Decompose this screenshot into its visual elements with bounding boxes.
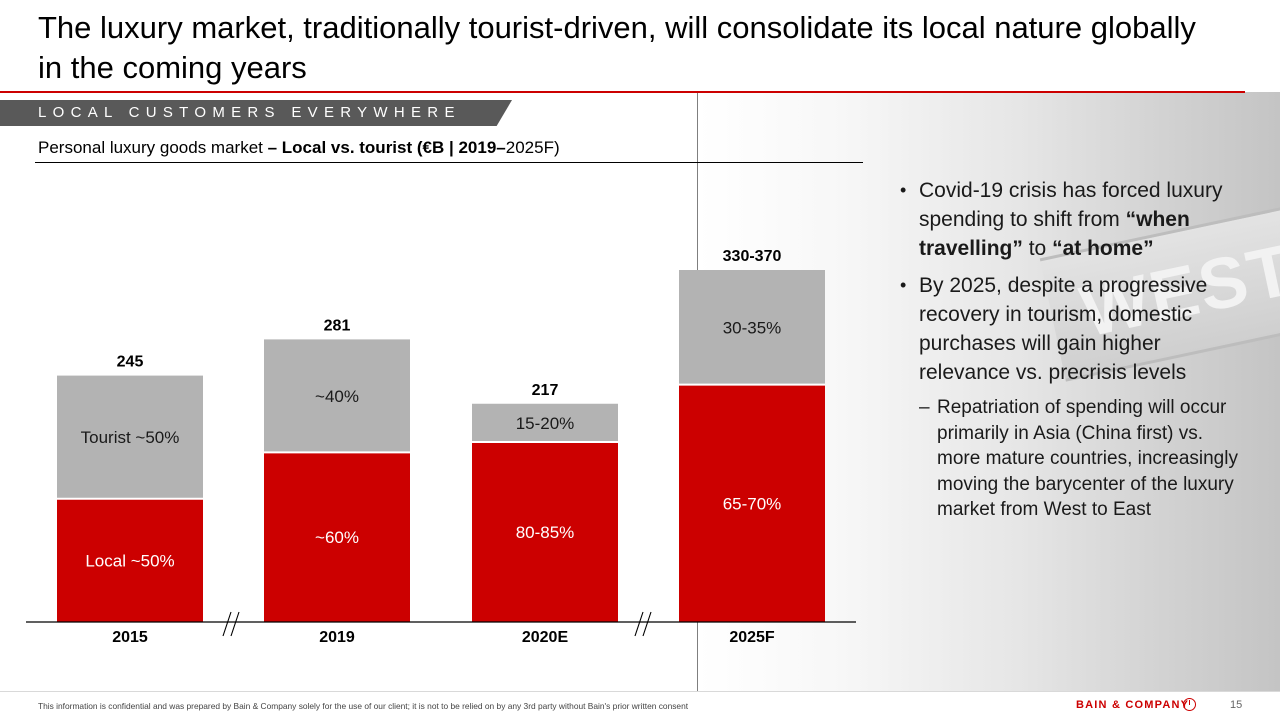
confidentiality-note: This information is confidential and was… (38, 701, 689, 711)
label-tourist-2025F: 30-35% (723, 318, 782, 337)
logo-power-icon (1183, 698, 1196, 711)
title-divider (0, 91, 1245, 93)
sub-bullet: – Repatriation of spending will occur pri… (900, 395, 1250, 523)
subtitle-part-3: 2025F) (505, 138, 560, 157)
subtitle-divider (35, 162, 863, 163)
section-tag-label: LOCAL CUSTOMERS EVERYWHERE (38, 104, 461, 121)
bar-tourist-2019 (264, 339, 410, 453)
bar-local-2025F (679, 384, 825, 622)
bar-local-2020E (472, 441, 618, 622)
axis-break-stroke (222, 611, 232, 637)
label-local-2025F: 65-70% (723, 494, 782, 513)
bullet-dot-icon: • (900, 275, 907, 295)
bar-tourist-2020E (472, 403, 618, 442)
category-label-2015: 2015 (112, 629, 148, 646)
label-total-2020E: 217 (532, 382, 559, 399)
axis-break-stroke (230, 611, 240, 637)
bullet-item: • Covid-19 crisis has forced luxury spend… (900, 176, 1250, 263)
bullet-text: to (1022, 237, 1053, 260)
bullet-emphasis: “at home” (1052, 237, 1154, 260)
section-tag: LOCAL CUSTOMERS EVERYWHERE (0, 100, 512, 126)
axis-break-2 (634, 611, 652, 637)
page-title: The luxury market, traditionally tourist… (38, 10, 1196, 85)
dash-icon: – (919, 397, 930, 418)
bar-tourist-2015 (57, 375, 203, 499)
footer-divider (0, 691, 1280, 692)
bar-local-2015 (57, 498, 203, 622)
commentary-bullets: • Covid-19 crisis has forced luxury spend… (900, 176, 1250, 523)
label-tourist-2020E: 15-20% (516, 414, 575, 433)
axis-break-stroke (642, 611, 652, 637)
subtitle-part-1: Personal luxury goods market (38, 138, 268, 157)
bullet-emphasis: “when travelling” (919, 208, 1190, 260)
bullet-dot-icon: • (900, 180, 907, 200)
label-local-2019: ~60% (315, 528, 359, 547)
stacked-bar-chart: Local ~50% Tourist ~50% 245 2015 ~60% ~40% 281… (26, 248, 856, 646)
category-label-2025F: 2025F (729, 629, 775, 646)
label-local-2020E: 80-85% (516, 523, 575, 542)
bullet-text: Covid-19 crisis has forced luxury spendi… (919, 179, 1223, 231)
category-label-2019: 2019 (319, 629, 355, 646)
bar-tourist-2025F (679, 270, 825, 385)
bullet-text: By 2025, despite a progressive recovery … (919, 274, 1208, 384)
axis-break-stroke (634, 611, 644, 637)
subtitle-part-2: – Local vs. tourist (€B | 2019– (267, 138, 506, 157)
bar-local-2019 (264, 452, 410, 622)
label-total-2015: 245 (117, 354, 144, 371)
label-local-2015: Local ~50% (85, 551, 174, 570)
label-total-2019: 281 (324, 317, 351, 334)
chart-subtitle: Personal luxury goods market – Local vs.… (38, 138, 560, 158)
label-tourist-2019: ~40% (315, 387, 359, 406)
company-logo: BAIN & COMPANY (1076, 699, 1190, 711)
label-tourist-2015: Tourist ~50% (81, 428, 180, 447)
sub-bullet-text: Repatriation of spending will occur prim… (937, 397, 1238, 520)
bullet-item: • By 2025, despite a progressive recovery… (900, 271, 1250, 387)
page-number: 15 (1230, 699, 1243, 711)
label-total-2025F: 330-370 (723, 248, 782, 265)
category-label-2020E: 2020E (522, 629, 569, 646)
axis-break-1 (222, 611, 240, 637)
